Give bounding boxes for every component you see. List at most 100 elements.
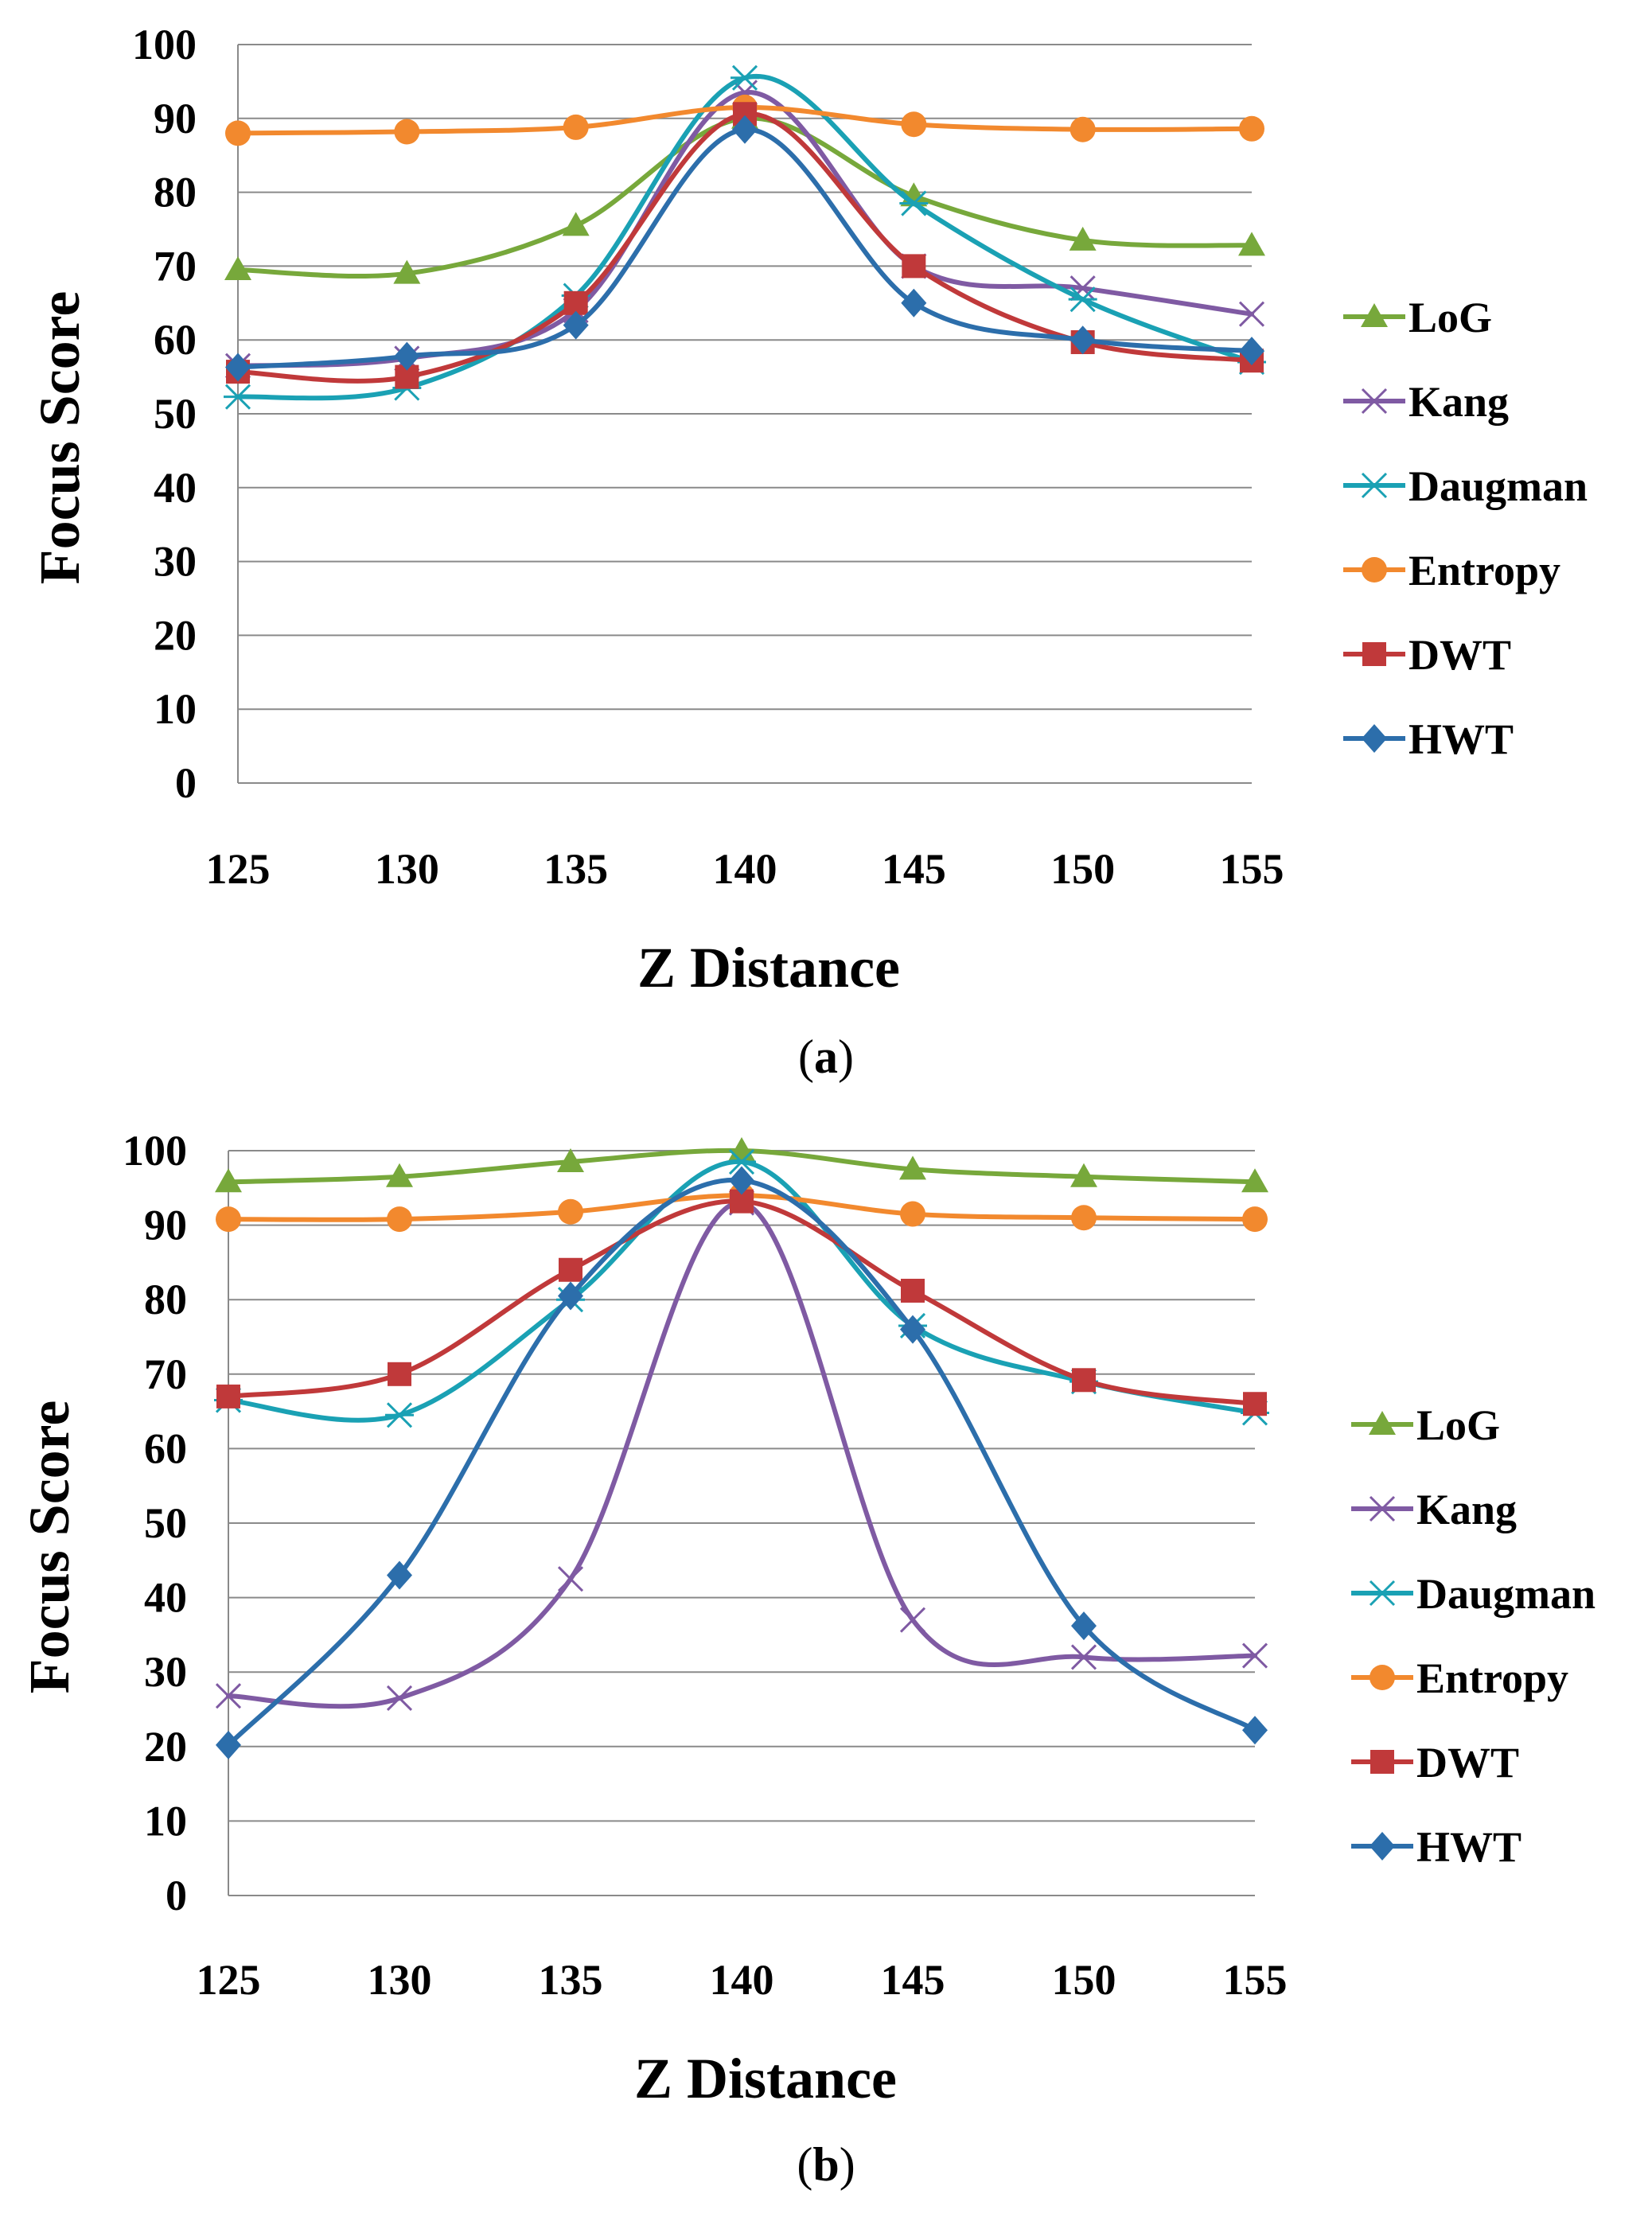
y-tick-label: 100 — [132, 21, 197, 68]
x-tick-label: 140 — [710, 1956, 774, 2004]
legend-label: HWT — [1408, 715, 1514, 763]
circle-marker-icon — [1370, 1665, 1395, 1690]
legend-item-kang: Kang — [1343, 378, 1509, 426]
diamond-marker-icon — [1370, 1832, 1395, 1860]
x-tick-label: 145 — [882, 845, 946, 893]
legend-item-entropy: Entropy — [1343, 547, 1560, 594]
data-point — [899, 1607, 926, 1633]
legend-label: Daugman — [1416, 1570, 1596, 1618]
y-axis-title: Focus Score — [18, 1401, 81, 1694]
y-tick-label: 10 — [144, 1797, 187, 1845]
legend-item-entropy: Entropy — [1351, 1654, 1568, 1702]
x-tick-label: 140 — [713, 845, 777, 893]
y-tick-label: 30 — [154, 538, 197, 586]
data-point — [225, 120, 251, 146]
legend-label: DWT — [1408, 631, 1511, 679]
legend-label: Entropy — [1408, 547, 1560, 594]
data-point — [900, 1201, 925, 1227]
legend-item-log: LoG — [1351, 1401, 1500, 1449]
data-point — [563, 114, 589, 140]
legend-label: LoG — [1416, 1401, 1500, 1449]
figure-caption: (b) — [797, 2138, 855, 2191]
data-point — [1241, 1168, 1268, 1193]
data-point — [1071, 1611, 1097, 1641]
legend-item-dwt: DWT — [1343, 631, 1511, 679]
legend-item-daugman: Daugman — [1343, 462, 1588, 510]
data-point — [387, 1206, 412, 1233]
y-tick-label: 70 — [144, 1350, 187, 1398]
data-point — [224, 384, 252, 410]
y-tick-label: 10 — [154, 685, 197, 733]
data-point — [1242, 1716, 1268, 1745]
data-point — [901, 111, 927, 138]
legend-label: Entropy — [1416, 1654, 1568, 1702]
data-point — [557, 1148, 584, 1173]
data-point — [1239, 337, 1264, 366]
data-point — [388, 1362, 411, 1386]
data-point — [216, 1384, 240, 1409]
y-tick-label: 0 — [175, 759, 197, 807]
caption-letter: b — [812, 2138, 839, 2191]
caption-open: ( — [797, 2138, 812, 2191]
data-point — [1239, 115, 1264, 142]
diamond-marker-icon — [1362, 724, 1387, 753]
data-point — [558, 1281, 583, 1311]
data-point — [386, 1163, 413, 1187]
y-tick-label: 90 — [154, 95, 197, 142]
y-tick-label: 50 — [144, 1499, 187, 1547]
data-point — [1070, 325, 1096, 355]
legend-label: Kang — [1408, 378, 1509, 426]
data-point — [386, 1685, 413, 1712]
caption-close: ) — [838, 1031, 854, 1083]
x-tick-label: 145 — [881, 1956, 945, 2004]
y-tick-label: 60 — [154, 316, 197, 364]
legend-item-dwt: DWT — [1351, 1739, 1519, 1786]
data-point — [1068, 286, 1097, 313]
circle-marker-icon — [1362, 557, 1387, 582]
data-point — [1243, 1392, 1267, 1416]
data-point — [215, 1168, 242, 1193]
legend-item-daugman: Daugman — [1351, 1570, 1596, 1618]
data-point — [1242, 1206, 1268, 1233]
figure-caption: (a) — [798, 1031, 854, 1083]
data-point — [899, 190, 929, 216]
y-tick-label: 40 — [144, 1574, 187, 1622]
y-tick-label: 80 — [144, 1276, 187, 1323]
data-point — [216, 1730, 241, 1759]
data-point — [732, 115, 758, 144]
series-hwt — [225, 115, 1264, 382]
caption-close: ) — [840, 2138, 855, 2191]
data-point — [1070, 1644, 1097, 1670]
data-point — [1069, 226, 1097, 251]
data-point — [731, 64, 759, 91]
y-tick-label: 30 — [144, 1648, 187, 1696]
caption-open: ( — [798, 1031, 814, 1083]
data-point — [1070, 1163, 1097, 1187]
x-tick-label: 135 — [539, 1956, 603, 2004]
data-point — [1072, 1368, 1096, 1393]
triangle-marker-icon — [1369, 1411, 1396, 1435]
legend-item-hwt: HWT — [1351, 1823, 1521, 1871]
x-tick-label: 135 — [544, 845, 608, 893]
y-axis-title: Focus Score — [28, 291, 92, 585]
data-point — [224, 256, 251, 281]
data-point — [899, 1155, 926, 1180]
y-tick-label: 100 — [123, 1127, 187, 1175]
y-tick-label: 50 — [154, 390, 197, 438]
series-line — [236, 127, 1254, 370]
legend-label: DWT — [1416, 1739, 1519, 1786]
chart-a: 0 10 20 30 40 50 60 70 80 90 100 125 130 135 140 145 150… — [28, 21, 1588, 1083]
x-axis-title: Z Distance — [634, 2047, 897, 2110]
y-tick-label: 70 — [154, 242, 197, 290]
x-axis-title: Z Distance — [637, 936, 900, 999]
x-tick-label: 125 — [206, 845, 271, 893]
star-marker-icon — [1368, 1580, 1397, 1607]
x-marker-icon — [1369, 1495, 1396, 1522]
x-tick-label: 155 — [1220, 845, 1284, 893]
data-point — [394, 119, 420, 145]
data-point — [901, 1278, 925, 1303]
data-point — [729, 1166, 754, 1195]
y-tick-label: 90 — [144, 1202, 187, 1249]
series-line — [226, 1200, 1257, 1709]
